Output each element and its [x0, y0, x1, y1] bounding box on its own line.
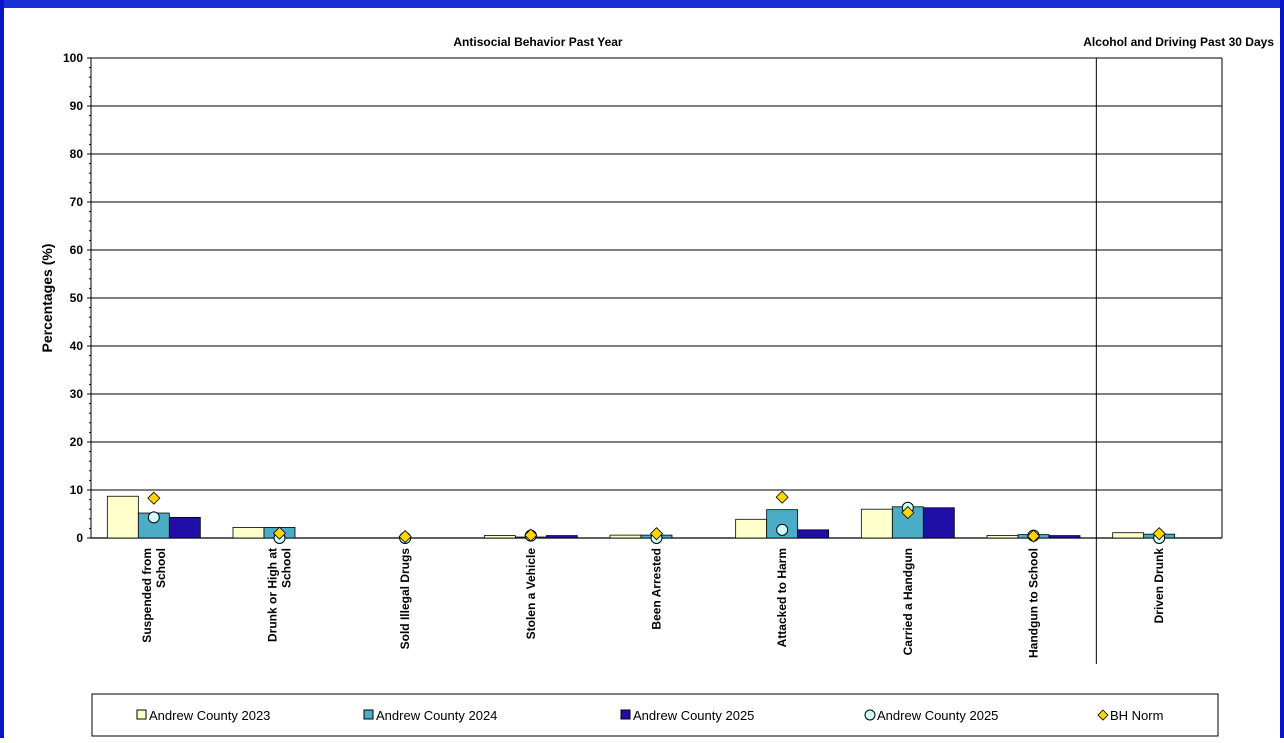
marker-diamond	[775, 490, 789, 504]
x-tick-labels: Suspended from School Drunk or High at Scho…	[140, 548, 1166, 658]
frame-right-border	[1280, 0, 1284, 738]
y-tick-label: 40	[70, 339, 84, 353]
legend-swatch-diamond	[1097, 709, 1109, 721]
legend-label: Andrew County 2023	[149, 708, 270, 723]
legend-label: BH Norm	[1110, 708, 1163, 723]
marker-circle	[776, 523, 789, 536]
bar	[735, 518, 768, 539]
bar	[1048, 535, 1081, 539]
bar	[106, 495, 139, 539]
legend-swatch-square	[136, 709, 147, 720]
y-tick-label: 10	[70, 483, 84, 497]
frame-left-border	[0, 0, 4, 738]
y-tick-label: 90	[70, 99, 84, 113]
marker-diamond	[398, 529, 412, 544]
bar	[483, 535, 516, 539]
marker-diamond	[649, 527, 664, 541]
x-tick-label: School	[280, 548, 294, 588]
marker-diamond	[272, 526, 287, 540]
legend-swatch-square	[620, 709, 631, 720]
bar	[168, 516, 201, 539]
x-tick-label: Carried a Handgun	[901, 548, 915, 655]
x-tick-label: Been Arrested	[650, 548, 664, 630]
marker-diamond	[147, 491, 161, 505]
x-tick-label: Attacked to Harm	[775, 548, 789, 647]
y-tick-label: 60	[70, 243, 84, 257]
bar	[545, 535, 578, 539]
gridlines	[91, 57, 1222, 491]
legend-label: Andrew County 2025	[633, 708, 754, 723]
markers	[147, 490, 1166, 544]
y-tick-label: 0	[76, 531, 83, 545]
marker-diamond	[1026, 529, 1041, 543]
y-tick-label: 70	[70, 195, 84, 209]
y-tick-label: 30	[70, 387, 84, 401]
legend: Andrew County 2023 Andrew County 2024 Andr…	[91, 693, 1219, 737]
bar	[922, 507, 955, 539]
y-tick-label: 50	[70, 291, 84, 305]
legend-label: Andrew County 2024	[376, 708, 497, 723]
bar	[797, 529, 830, 539]
y-tick-label: 80	[70, 147, 84, 161]
legend-box	[91, 693, 1219, 737]
marker-circle	[147, 511, 160, 524]
bar	[609, 534, 642, 539]
x-tick-label: Stolen a Vehicle	[524, 548, 538, 640]
bar	[986, 535, 1019, 539]
y-axis-label: Percentages (%)	[39, 244, 55, 353]
marker-diamond	[901, 505, 915, 520]
x-tick-label: Drunk or High at	[266, 548, 280, 642]
x-tick-label: Driven Drunk	[1152, 548, 1166, 624]
bar	[860, 508, 893, 539]
x-tick-label: Sold Illegal Drugs	[398, 548, 412, 650]
y-tick-labels: 0 10 20 30 40 50 60 70 80 90 100	[63, 51, 83, 545]
x-tick-label: Handgun to School	[1027, 548, 1041, 658]
section-title-antisocial: Antisocial Behavior Past Year	[453, 35, 623, 49]
y-tick-label: 20	[70, 435, 84, 449]
frame-top-band	[0, 0, 1284, 8]
legend-swatch-square	[363, 709, 374, 720]
legend-swatch-circle	[864, 709, 876, 721]
marker-diamond	[524, 528, 538, 542]
legend-label: Andrew County 2025	[877, 708, 998, 723]
bar	[232, 527, 265, 539]
marker-diamond	[1152, 527, 1166, 541]
x-tick-label: Suspended from	[140, 548, 154, 643]
y-tick-label: 100	[63, 51, 83, 65]
section-title-alcohol-driving: Alcohol and Driving Past 30 Days	[1083, 35, 1274, 49]
bar	[1112, 532, 1145, 539]
x-tick-label: School	[154, 548, 168, 588]
bars	[106, 495, 1176, 539]
